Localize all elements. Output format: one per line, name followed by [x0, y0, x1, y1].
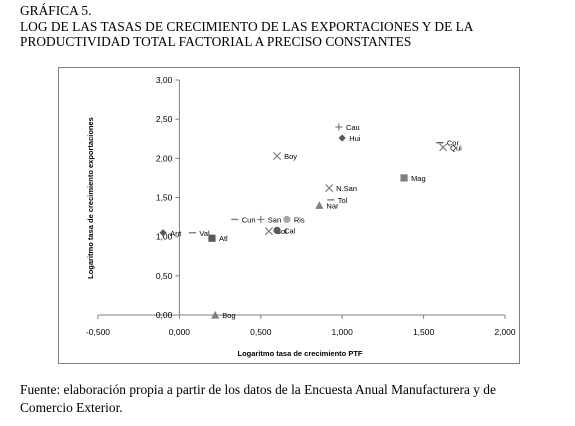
data-point: Cor — [436, 139, 459, 148]
point-marker — [439, 143, 448, 152]
data-point: Hui — [338, 134, 361, 143]
point-label: Val — [199, 229, 210, 238]
point-label: Atl — [219, 234, 228, 243]
chart-heading: GRÁFICA 5. LOG DE LAS TASAS DE CRECIMIEN… — [20, 3, 565, 50]
data-point: Ant — [159, 229, 182, 238]
x-axis-label: Logaritmo tasa de crecimiento PTF — [237, 349, 362, 358]
y-tick-label: 2,00 — [156, 153, 173, 163]
point-marker — [273, 226, 281, 234]
y-tick-label: 0,00 — [156, 310, 173, 320]
x-tick-label: 0,000 — [169, 327, 191, 337]
point-marker — [264, 227, 273, 236]
data-point: San — [257, 215, 281, 224]
point-marker — [325, 184, 334, 193]
point-label: Cor — [447, 139, 460, 148]
x-tick-label: 1,500 — [413, 327, 435, 337]
point-label: Bog — [222, 311, 235, 320]
x-tick-label: 2,000 — [494, 327, 516, 337]
data-point: N.San — [325, 184, 357, 193]
y-tick-label: 2,50 — [156, 114, 173, 124]
data-point: Cau — [335, 123, 360, 132]
y-axis-label: Logaritmo tasa de crecimiento exportacio… — [86, 117, 95, 279]
data-point: Nar — [315, 201, 339, 210]
axes: 0,00 0,50 1,00 1,50 2,00 2,50 3,00 -0,500 0,000 0… — [86, 75, 516, 337]
point-label: Cun — [242, 215, 256, 224]
source-note: Fuente: elaboración propia a partir de l… — [20, 381, 570, 417]
point-marker — [257, 215, 265, 224]
point-label: Cau — [346, 123, 360, 132]
x-tick-label: 0,500 — [250, 327, 272, 337]
point-marker — [315, 201, 324, 209]
point-marker — [208, 234, 216, 242]
point-marker — [159, 229, 167, 237]
chart-title-line-2: PRODUCTIVIDAD TOTAL FACTORIAL A PRECISO … — [20, 34, 412, 49]
data-point: Cun — [231, 215, 256, 224]
point-marker — [273, 151, 282, 161]
x-tick-label: 1,000 — [332, 327, 354, 337]
point-label: Tol — [338, 196, 348, 205]
point-label: Hui — [349, 134, 361, 143]
y-tick-label: 1,50 — [156, 193, 173, 203]
data-point: Atl — [208, 234, 228, 243]
point-label: Qui — [450, 143, 462, 152]
source-line-1: Fuente: elaboración propia a partir de l… — [20, 382, 496, 397]
source-line-2: Comercio Exterior. — [20, 400, 123, 415]
data-point: Qui — [439, 143, 462, 152]
data-point: Tol — [327, 196, 348, 205]
point-marker — [338, 134, 346, 142]
point-marker — [211, 310, 220, 319]
data-point: Ris — [283, 215, 305, 224]
point-label: Bol — [276, 227, 287, 236]
point-label: N.San — [336, 184, 357, 193]
data-point: Mag — [400, 174, 426, 183]
point-label: Mag — [411, 174, 426, 183]
point-label: Ris — [294, 215, 305, 224]
point-label: Ant — [170, 229, 182, 238]
data-point: Boy — [273, 151, 297, 161]
chart-frame — [58, 67, 520, 364]
y-tick-label: 0,50 — [156, 271, 173, 281]
point-marker — [335, 123, 343, 131]
point-marker — [400, 174, 408, 182]
point-label: Boy — [284, 152, 297, 161]
y-tick-label: 3,00 — [156, 75, 173, 85]
data-point: Val — [188, 229, 210, 238]
chart-number: GRÁFICA 5. — [20, 3, 92, 18]
y-tick-label: 1,00 — [156, 232, 173, 242]
point-label: San — [268, 215, 281, 224]
point-marker — [283, 215, 291, 224]
chart-title-line-1: LOG DE LAS TASAS DE CRECIMIENTO DE LAS E… — [20, 18, 474, 34]
point-label: Nar — [326, 201, 339, 210]
data-point: Bog — [211, 310, 236, 320]
point-label: Cal — [284, 226, 296, 235]
data-point: Bol — [264, 227, 287, 236]
data-point: Cal — [273, 226, 296, 235]
x-tick-label: -0,500 — [86, 327, 110, 337]
